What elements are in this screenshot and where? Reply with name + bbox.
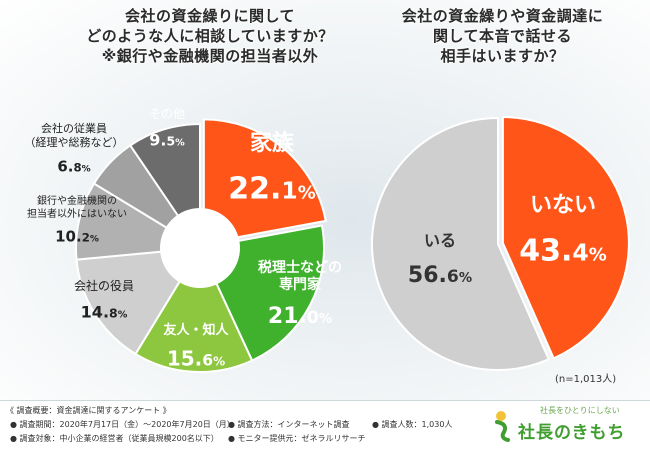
donut-slice-2 — [134, 245, 254, 373]
donut-label-5-value: 6.8% — [57, 158, 90, 176]
survey-method: ● 調査方法：インターネット調査 — [228, 420, 350, 429]
donut-label-3-value: 14.8% — [81, 302, 128, 321]
pie-slice-0 — [501, 115, 630, 360]
donut-label-2-text-0: 友人・知人 — [163, 322, 229, 338]
pie-label-1: いる 56.6% — [408, 231, 472, 288]
donut-label-5-text-0: 会社の従業員 — [41, 121, 107, 135]
brand-logo-icon — [495, 411, 510, 442]
right-title-line1: 会社の資金繰りや資金調達に — [401, 7, 604, 25]
donut-label-0: 家族 22.1% — [228, 130, 315, 206]
donut-label-0-text-0: 家族 — [250, 130, 295, 156]
brand-tagline: 社長をひとりにしない — [540, 406, 620, 415]
left-chart-title: 会社の資金繰りに関して どのような人に相談していますか？ ※銀行や金融機関の担当… — [60, 6, 360, 66]
donut-slice-0 — [202, 118, 327, 245]
donut-label-3-text-0: 会社の役員 — [74, 278, 134, 293]
pie-label-0: いない 43.4% — [519, 193, 606, 268]
donut-label-1-text-0: 税理士などの — [258, 259, 342, 276]
pie-label-1-value: 56.6% — [408, 263, 472, 288]
donut-label-1-value: 21.0% — [268, 304, 332, 329]
donut-label-1-text-1: 専門家 — [279, 276, 322, 293]
pie-label-0-text-0: いない — [530, 193, 596, 218]
left-title-line1: 会社の資金繰りに関して — [124, 7, 296, 25]
donut-slice-3 — [75, 246, 202, 356]
donut-label-6-text-0: その他 — [149, 107, 185, 121]
donut-label-6: その他 9.5% — [149, 107, 185, 149]
pie-label-1-text-0: いる — [424, 231, 456, 250]
donut-label-2-value: 15.6% — [167, 347, 225, 371]
donut-label-4-text-0: 銀行や金融機関の — [37, 194, 117, 207]
survey-footer: 《 調査概要：資金調達に関するアンケート 》 ● 調査期間：2020年7月17日… — [0, 400, 650, 451]
donut-label-3: 会社の役員 14.8% — [74, 278, 134, 321]
donut-label-5-text-1: （経理や総務など） — [25, 135, 124, 149]
survey-summary: 《 調査概要：資金調達に関するアンケート 》 — [6, 406, 171, 415]
donut-label-0-value: 22.1% — [228, 171, 315, 206]
donut-label-5: 会社の従業員（経理や総務など） 6.8% — [25, 121, 124, 176]
donut-label-6-value: 9.5% — [149, 130, 185, 149]
left-title-line2: どのような人に相談していますか？ — [86, 27, 334, 45]
sample-size-note: (n=1,013人) — [555, 374, 617, 385]
donut-label-4-value: 10.2% — [55, 228, 99, 246]
pie-label-0-value: 43.4% — [519, 233, 606, 268]
survey-period: ● 調査期間：2020年7月17日（金）〜2020年7月20日（月） — [10, 420, 235, 429]
survey-monitor: ● モニター提供元：ゼネラルリサーチ — [228, 434, 366, 443]
survey-target: ● 調査対象：中小企業の経営者（従業員規模200名以下） — [10, 434, 219, 443]
donut-hole — [160, 208, 240, 288]
donut-label-2: 友人・知人 15.6% — [163, 322, 229, 371]
left-title-line3: ※銀行や金融機関の担当者以外 — [101, 47, 319, 65]
right-chart-title: 会社の資金繰りや資金調達に 関して本音で話せる 相手はいますか？ — [355, 6, 650, 66]
right-title-line3: 相手はいますか？ — [440, 47, 565, 65]
brand-name: 社長のきもち — [518, 423, 626, 443]
pie-slice-1 — [371, 116, 551, 371]
donut-label-4-text-1: 担当者以外にはいない — [27, 207, 127, 220]
survey-count: ● 調査人数：1,030人 — [372, 420, 453, 429]
right-title-line2: 関して本音で話せる — [432, 27, 573, 45]
